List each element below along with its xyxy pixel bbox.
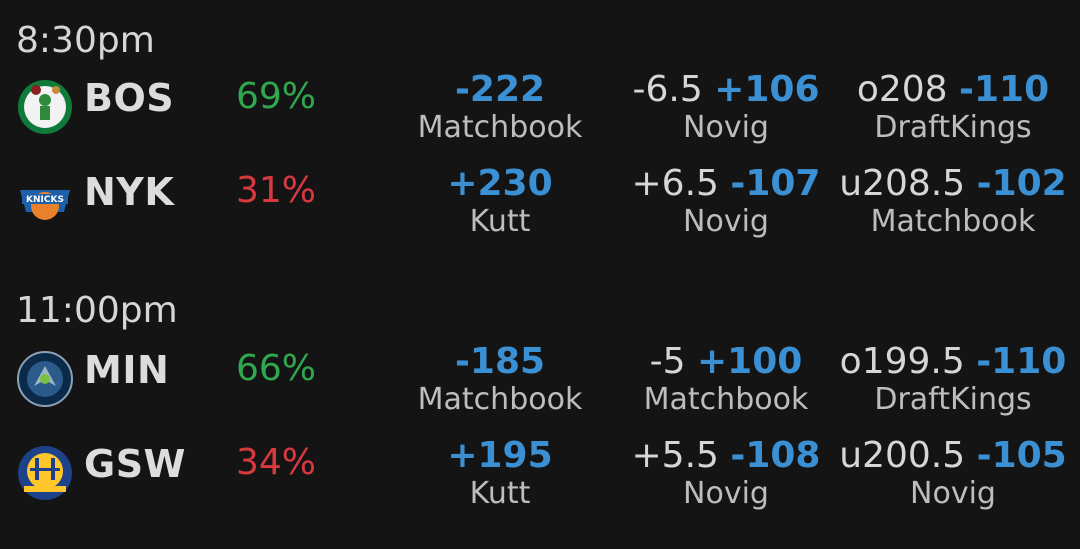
spread-line: -6.5 bbox=[632, 69, 703, 110]
sportsbook-label: DraftKings bbox=[874, 110, 1032, 145]
team-row-min[interactable]: MIN 66% -185 Matchbook -5 +100 Matchbook… bbox=[0, 334, 1080, 426]
sportsbook-label: Novig bbox=[910, 476, 996, 511]
svg-text:KNICKS: KNICKS bbox=[26, 195, 64, 205]
team-row-nyk[interactable]: KNICKS NYK 31% +230 Kutt +6.5 -107 Novig… bbox=[0, 156, 1080, 248]
total-cell[interactable]: u200.5 -105 Novig bbox=[838, 436, 1068, 512]
moneyline-cell[interactable]: -222 Matchbook bbox=[385, 70, 615, 146]
sportsbook-label: Novig bbox=[683, 204, 769, 239]
win-probability: 34% bbox=[236, 442, 317, 483]
sportsbook-label: Matchbook bbox=[870, 204, 1036, 239]
team-abbr: BOS bbox=[84, 76, 175, 120]
moneyline-odds: +230 bbox=[447, 163, 553, 204]
spread-odds: +100 bbox=[697, 341, 803, 382]
sportsbook-label: Kutt bbox=[469, 476, 531, 511]
spread-line: +5.5 bbox=[631, 435, 719, 476]
spread-line: -5 bbox=[649, 341, 686, 382]
total-cell[interactable]: o199.5 -110 DraftKings bbox=[838, 342, 1068, 418]
total-line: o199.5 bbox=[839, 341, 965, 382]
spread-cell[interactable]: -6.5 +106 Novig bbox=[611, 70, 841, 146]
spread-cell[interactable]: -5 +100 Matchbook bbox=[611, 342, 841, 418]
total-odds: -110 bbox=[959, 69, 1050, 110]
moneyline-odds: -185 bbox=[454, 341, 546, 382]
warriors-logo-icon bbox=[16, 444, 74, 502]
total-cell[interactable]: o208 -110 DraftKings bbox=[838, 70, 1068, 146]
moneyline-cell[interactable]: -185 Matchbook bbox=[385, 342, 615, 418]
sportsbook-label: Matchbook bbox=[643, 382, 809, 417]
knicks-logo-icon: KNICKS bbox=[16, 172, 74, 230]
sportsbook-label: DraftKings bbox=[874, 382, 1032, 417]
total-line: u200.5 bbox=[839, 435, 966, 476]
win-probability: 66% bbox=[236, 348, 317, 389]
total-line: u208.5 bbox=[839, 163, 966, 204]
team-abbr: NYK bbox=[84, 170, 175, 214]
total-cell[interactable]: u208.5 -102 Matchbook bbox=[838, 164, 1068, 240]
team-abbr: MIN bbox=[84, 348, 170, 392]
total-odds: -102 bbox=[976, 163, 1067, 204]
total-line: o208 bbox=[856, 69, 948, 110]
spread-odds: -107 bbox=[730, 163, 821, 204]
sportsbook-label: Novig bbox=[683, 110, 769, 145]
celtics-logo-icon bbox=[16, 78, 74, 136]
sportsbook-label: Matchbook bbox=[417, 110, 583, 145]
spread-odds: +106 bbox=[714, 69, 820, 110]
spread-odds: -108 bbox=[730, 435, 821, 476]
moneyline-cell[interactable]: +195 Kutt bbox=[385, 436, 615, 512]
game-time: 11:00pm bbox=[16, 290, 178, 331]
moneyline-cell[interactable]: +230 Kutt bbox=[385, 164, 615, 240]
team-abbr: GSW bbox=[84, 442, 186, 486]
spread-line: +6.5 bbox=[631, 163, 719, 204]
game-time: 8:30pm bbox=[16, 20, 155, 61]
total-odds: -105 bbox=[976, 435, 1067, 476]
win-probability: 69% bbox=[236, 76, 317, 117]
sportsbook-label: Matchbook bbox=[417, 382, 583, 417]
total-odds: -110 bbox=[976, 341, 1067, 382]
spread-cell[interactable]: +5.5 -108 Novig bbox=[611, 436, 841, 512]
sportsbook-label: Novig bbox=[683, 476, 769, 511]
team-row-bos[interactable]: BOS 69% -222 Matchbook -6.5 +106 Novig o… bbox=[0, 62, 1080, 154]
team-row-gsw[interactable]: GSW 34% +195 Kutt +5.5 -108 Novig u200.5… bbox=[0, 428, 1080, 520]
timberwolves-logo-icon bbox=[16, 350, 74, 408]
moneyline-odds: -222 bbox=[454, 69, 546, 110]
win-probability: 31% bbox=[236, 170, 317, 211]
sportsbook-label: Kutt bbox=[469, 204, 531, 239]
spread-cell[interactable]: +6.5 -107 Novig bbox=[611, 164, 841, 240]
moneyline-odds: +195 bbox=[447, 435, 553, 476]
